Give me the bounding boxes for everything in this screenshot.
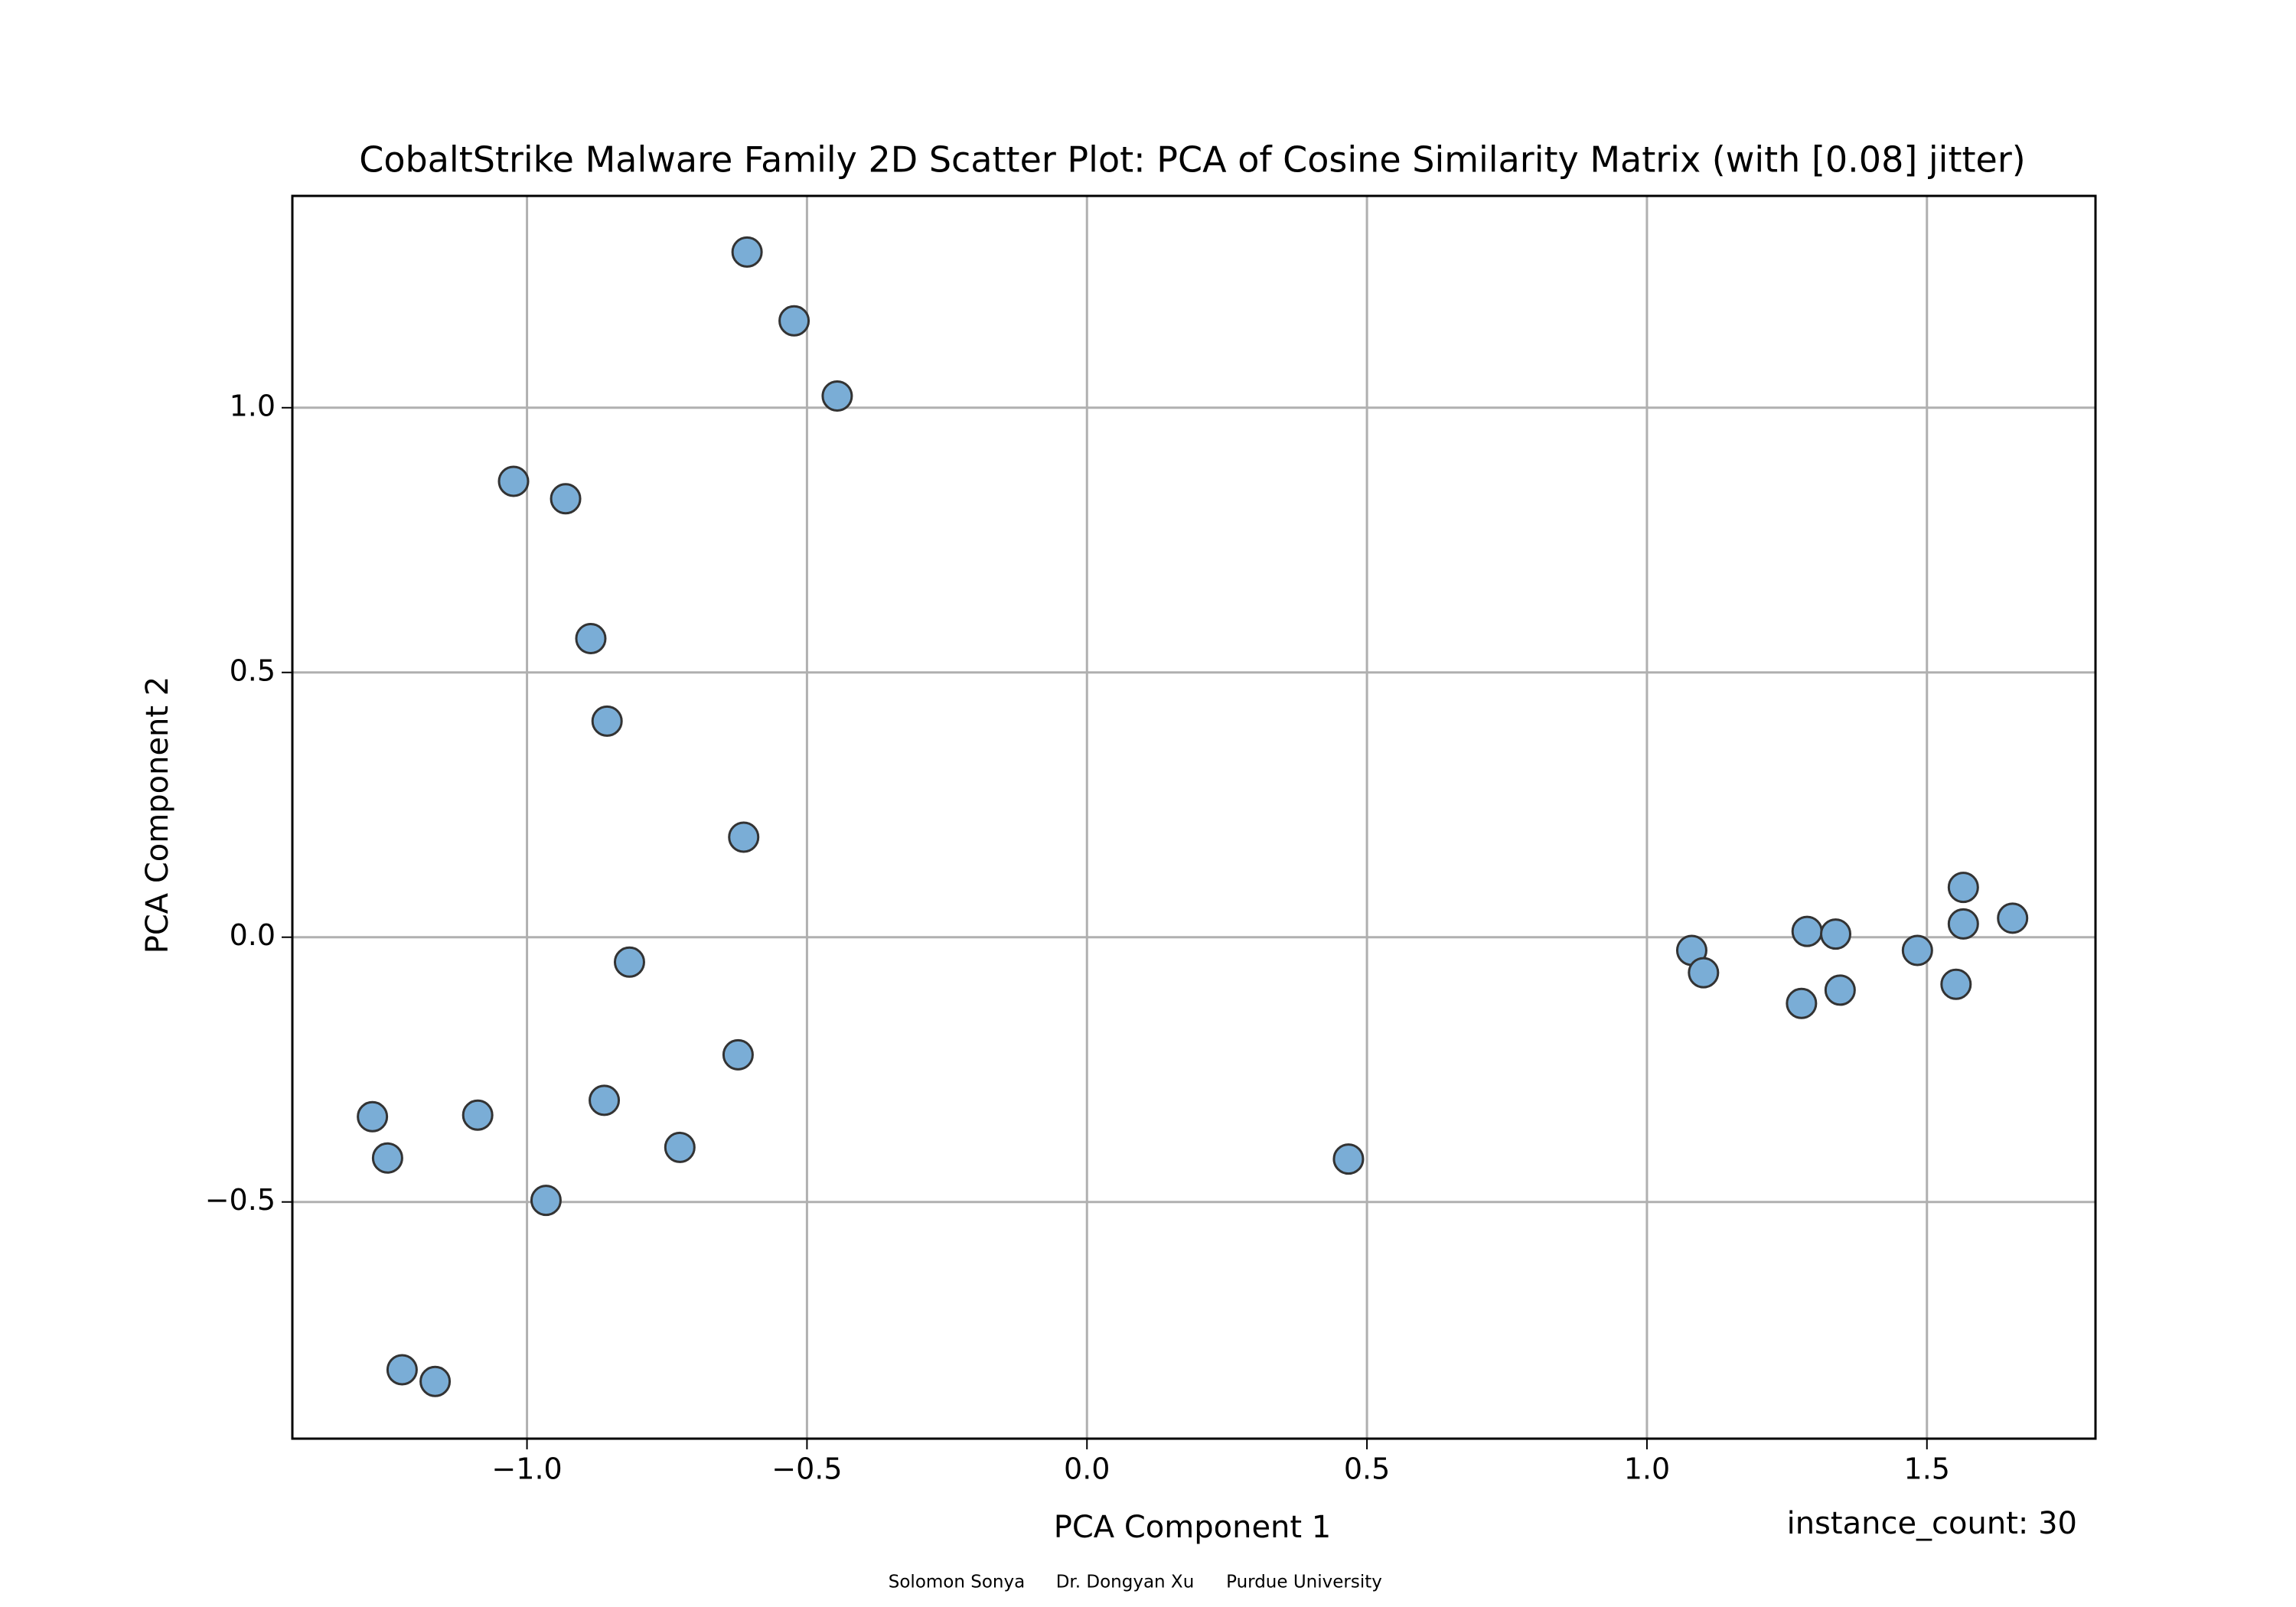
y-tick-label: −0.5 <box>205 1183 276 1217</box>
point <box>731 236 763 268</box>
point <box>550 483 582 515</box>
y-tick-label: 1.0 <box>230 389 276 422</box>
chart-title: CobaltStrike Malware Family 2D Scatter P… <box>359 139 2025 181</box>
point <box>722 1038 754 1071</box>
point <box>1332 1143 1365 1175</box>
point <box>575 622 607 654</box>
y-tick-label: 0.5 <box>230 654 276 687</box>
x-tick-label: 1.5 <box>1904 1452 1950 1486</box>
point <box>728 821 760 853</box>
y-axis-label: PCA Component 2 <box>140 676 175 954</box>
point <box>497 465 530 497</box>
point <box>1791 915 1823 947</box>
footer-text: Dr. Dongyan Xu <box>1056 1573 1195 1592</box>
point <box>1947 872 1979 904</box>
point <box>371 1142 403 1174</box>
point <box>613 946 645 978</box>
x-tick-label: −1.0 <box>491 1452 562 1486</box>
x-axis-label: PCA Component 1 <box>1054 1510 1332 1545</box>
point <box>1947 908 1979 940</box>
point <box>821 380 853 412</box>
point <box>778 305 810 337</box>
point <box>664 1131 696 1163</box>
point <box>591 705 623 737</box>
plot-frame <box>291 194 2097 1440</box>
point <box>357 1100 389 1133</box>
x-tick-label: 1.0 <box>1624 1452 1670 1486</box>
point <box>530 1185 562 1217</box>
point <box>1940 968 1972 1000</box>
point <box>461 1099 494 1131</box>
annotation: instance_count: 30 <box>1787 1506 2077 1541</box>
footer-text: Solomon Sonya <box>889 1573 1025 1592</box>
point <box>1820 918 1852 950</box>
point <box>1901 934 1933 966</box>
point <box>386 1354 418 1386</box>
x-tick-label: 0.5 <box>1344 1452 1390 1486</box>
point <box>1824 974 1856 1006</box>
point <box>1688 957 1720 989</box>
point <box>1997 902 2029 934</box>
point <box>419 1365 452 1397</box>
y-tick-label: 0.0 <box>230 918 276 952</box>
point <box>589 1084 621 1116</box>
point <box>1786 987 1818 1019</box>
x-tick-label: −0.5 <box>771 1452 842 1486</box>
footer-text: Purdue University <box>1226 1573 1382 1592</box>
x-tick-label: 0.0 <box>1064 1452 1110 1486</box>
